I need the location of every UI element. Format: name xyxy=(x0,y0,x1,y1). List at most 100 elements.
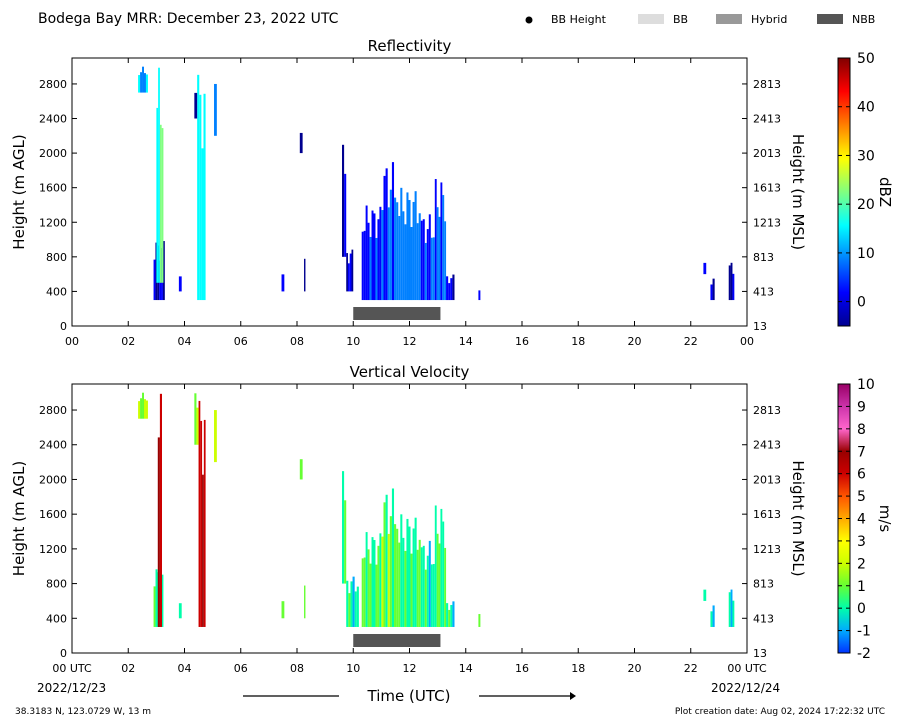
panel-title: Vertical Velocity xyxy=(350,363,470,381)
precip-streak xyxy=(400,187,403,301)
precip-streak xyxy=(434,179,437,301)
precip-streak xyxy=(349,253,352,292)
y-tick-label-right: 2813 xyxy=(753,78,781,91)
x-tick-label: 08 xyxy=(290,335,304,348)
precip-streak xyxy=(712,278,715,301)
precip-streak xyxy=(430,237,433,301)
colorbar-tick-label: 4 xyxy=(857,512,866,528)
precip-streak xyxy=(162,241,165,301)
precip-streak xyxy=(432,564,435,627)
precip-streak xyxy=(438,216,441,301)
precip-streak xyxy=(304,585,306,619)
precip-streak xyxy=(381,536,384,627)
panel-title: Reflectivity xyxy=(368,37,452,55)
precip-streak xyxy=(385,494,388,627)
creation-date-label: Plot creation date: Aug 02, 2024 17:22:3… xyxy=(675,707,885,717)
y-tick-label-right: 413 xyxy=(753,612,774,625)
y-tick-label-right: 1213 xyxy=(753,216,781,229)
precip-streak xyxy=(346,253,348,292)
colorbar-tick-label: 0 xyxy=(857,601,866,617)
precip-streak xyxy=(199,94,202,301)
colorbar-tick-label: 0 xyxy=(857,295,866,311)
precip-streak xyxy=(389,189,392,301)
precip-streak xyxy=(478,614,481,627)
y-tick-label-right: 2413 xyxy=(753,439,781,452)
precip-streak xyxy=(478,290,481,301)
precip-streak xyxy=(442,521,445,627)
precip-streak xyxy=(446,276,449,301)
location-label: 38.3183 N, 123.0729 W, 13 m xyxy=(15,707,151,717)
precip-streak xyxy=(140,398,143,419)
x-tick-label: 06 xyxy=(234,335,248,348)
precip-streak xyxy=(398,216,401,301)
precip-streak xyxy=(730,589,733,627)
y-tick-label-right: 813 xyxy=(753,578,774,591)
precip-streak xyxy=(381,210,384,301)
precip-streak xyxy=(178,276,182,292)
y-tick-label: 2800 xyxy=(39,404,67,417)
x-tick-label: 10 xyxy=(346,662,360,675)
x-tick-label: 18 xyxy=(571,662,585,675)
precip-streak xyxy=(367,222,370,301)
colorbar-tick-label: 10 xyxy=(857,246,875,262)
legend-label: NBB xyxy=(852,13,875,26)
precip-streak xyxy=(426,555,429,627)
precip-streak xyxy=(440,508,443,627)
colorbar-tick-label: 6 xyxy=(857,467,866,483)
precip-streak xyxy=(194,393,197,445)
precip-streak xyxy=(732,600,735,627)
precip-streak xyxy=(202,474,204,627)
precip-streak xyxy=(710,611,713,627)
precip-streak xyxy=(363,557,366,627)
y-tick-label-right: 413 xyxy=(753,285,774,298)
precip-streak xyxy=(145,400,148,419)
legend-swatch xyxy=(817,14,843,24)
colorbar-tick-label: 3 xyxy=(857,534,866,550)
y-axis-label: Height (m AGL) xyxy=(10,134,28,249)
x-tick-label: 20 xyxy=(628,335,642,348)
precip-streak xyxy=(144,399,146,419)
legend-marker-bb-height xyxy=(525,16,533,24)
y-tick-label: 800 xyxy=(46,578,67,591)
precip-streak xyxy=(371,210,374,301)
precip-streak xyxy=(396,202,399,301)
precip-streak xyxy=(138,75,141,93)
precip-streak xyxy=(350,581,353,627)
precip-streak xyxy=(367,549,370,627)
legend-label: BB Height xyxy=(551,13,607,26)
precip-streak xyxy=(356,586,359,627)
colorbar-tick-label: 10 xyxy=(857,377,875,393)
precip-streak xyxy=(412,201,415,301)
date-end-label: 2022/12/24 xyxy=(711,681,780,695)
precip-streak xyxy=(373,213,376,301)
precip-streak xyxy=(203,93,206,301)
precip-streak xyxy=(299,132,303,154)
x-tick-label: 22 xyxy=(684,662,698,675)
precip-streak xyxy=(369,236,372,301)
x-tick-label: 02 xyxy=(121,335,135,348)
precip-streak xyxy=(422,219,425,301)
y-tick-label: 2800 xyxy=(39,78,67,91)
precip-streak xyxy=(342,471,345,584)
precip-streak xyxy=(201,148,204,301)
precip-streak xyxy=(398,542,401,627)
colorbar-tick-label: 40 xyxy=(857,100,875,116)
x-tick-label: 04 xyxy=(178,335,192,348)
x-tick-label: 06 xyxy=(234,662,248,675)
y-tick-label: 400 xyxy=(46,285,67,298)
precip-streak xyxy=(142,66,144,93)
nbb-bar xyxy=(353,307,441,320)
precip-streak xyxy=(408,526,411,627)
precip-streak xyxy=(344,173,347,257)
precip-streak xyxy=(377,219,380,301)
x-tick-label: 00 xyxy=(740,335,754,348)
precip-streak xyxy=(354,591,357,627)
precip-streak xyxy=(153,259,156,301)
legend-swatch xyxy=(638,14,664,24)
date-start-label: 2022/12/23 xyxy=(37,681,106,695)
precip-streak xyxy=(379,206,382,301)
precip-streak xyxy=(444,221,447,301)
precip-streak xyxy=(197,74,200,301)
colorbar-tick-label: 30 xyxy=(857,148,875,164)
